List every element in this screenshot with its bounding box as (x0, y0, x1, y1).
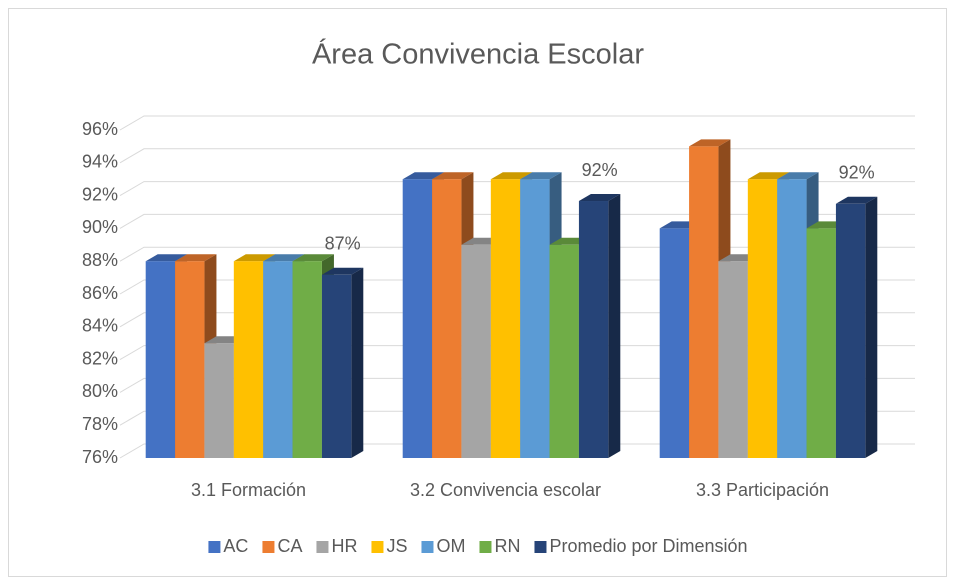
y-tick-label: 88% (82, 250, 118, 270)
bar-front (689, 146, 719, 458)
y-tick-label: 92% (82, 184, 118, 204)
legend-swatch (208, 541, 221, 553)
bar-top (175, 254, 217, 262)
legend-label: CA (277, 536, 302, 556)
x-tick-label: 3.2 Convivencia escolar (410, 480, 601, 500)
grid-line (119, 115, 915, 131)
bar-front (292, 261, 322, 458)
data-label: 87% (325, 234, 361, 254)
y-tick-label: 86% (82, 283, 118, 303)
bar-top (777, 172, 819, 180)
bar-side (865, 196, 878, 459)
bar-front (461, 244, 491, 458)
bar-front (659, 228, 690, 458)
grid-line (119, 377, 915, 393)
legend-swatch (316, 541, 329, 553)
bar-front (718, 261, 748, 458)
bar-front (233, 261, 264, 458)
data-label: 92% (839, 163, 875, 183)
grid-line (119, 279, 915, 295)
legend-label: AC (223, 536, 248, 556)
grid-line (119, 246, 915, 262)
legend: AC CA HR JS OM RN Promedio por Dimensión (208, 536, 748, 556)
bar-side (608, 194, 621, 458)
y-tick-label: 80% (82, 381, 118, 401)
legend-swatch (534, 541, 547, 553)
bar-top (145, 254, 188, 262)
bar-front (402, 179, 433, 458)
bar-front (835, 203, 866, 458)
legend-label: OM (436, 536, 465, 556)
grid-line (119, 345, 915, 361)
bar-top (292, 254, 334, 262)
bar-front (806, 228, 836, 458)
legend-swatch (479, 541, 492, 553)
bar-front (175, 261, 205, 458)
legend-swatch (371, 541, 384, 553)
legend-swatch (262, 541, 275, 553)
bar (578, 194, 621, 458)
grid-line (119, 148, 915, 164)
y-tick-label: 94% (82, 152, 118, 172)
bar-top (578, 194, 621, 202)
bar-top (835, 196, 878, 204)
x-tick-label: 3.3 Participación (696, 480, 829, 500)
bar-top (689, 139, 731, 147)
bar (835, 196, 878, 459)
legend-label: HR (331, 536, 357, 556)
bar-front (432, 179, 462, 458)
bar-top (263, 254, 305, 262)
legend-swatch (421, 541, 434, 553)
bar (321, 267, 364, 458)
bar-top (402, 172, 445, 180)
grid-line (119, 181, 915, 197)
legend-label: Promedio por Dimensión (549, 536, 747, 556)
y-tick-label: 82% (82, 348, 118, 368)
bar-front (204, 343, 234, 458)
bar-top (747, 172, 790, 180)
legend-label: JS (386, 536, 407, 556)
bar-top (520, 172, 562, 180)
bar-front (549, 244, 579, 458)
legend-label: RN (494, 536, 520, 556)
grid-line (119, 443, 915, 459)
bar-front (777, 179, 807, 458)
bar-front (263, 261, 293, 458)
y-tick-label: 96% (82, 119, 118, 139)
bar-top (321, 267, 364, 275)
bar-top (233, 254, 276, 262)
grid-line (119, 410, 915, 426)
y-tick-label: 76% (82, 447, 118, 467)
chart-title: Área Convivencia Escolar (312, 38, 644, 71)
y-tick-label: 78% (82, 414, 118, 434)
y-tick-label: 90% (82, 217, 118, 237)
bar-front (520, 179, 550, 458)
bar-front (321, 274, 352, 458)
bar-front (578, 201, 609, 458)
grid-line (119, 213, 915, 229)
bar-front (490, 179, 521, 458)
grid-line (119, 312, 915, 328)
bar-front (145, 261, 176, 458)
bar-front (747, 179, 778, 458)
y-tick-label: 84% (82, 316, 118, 336)
bar-top (490, 172, 533, 180)
bar-top (432, 172, 474, 180)
bar-side (351, 267, 364, 458)
x-tick-label: 3.1 Formación (191, 480, 306, 500)
data-label: 92% (582, 160, 618, 180)
